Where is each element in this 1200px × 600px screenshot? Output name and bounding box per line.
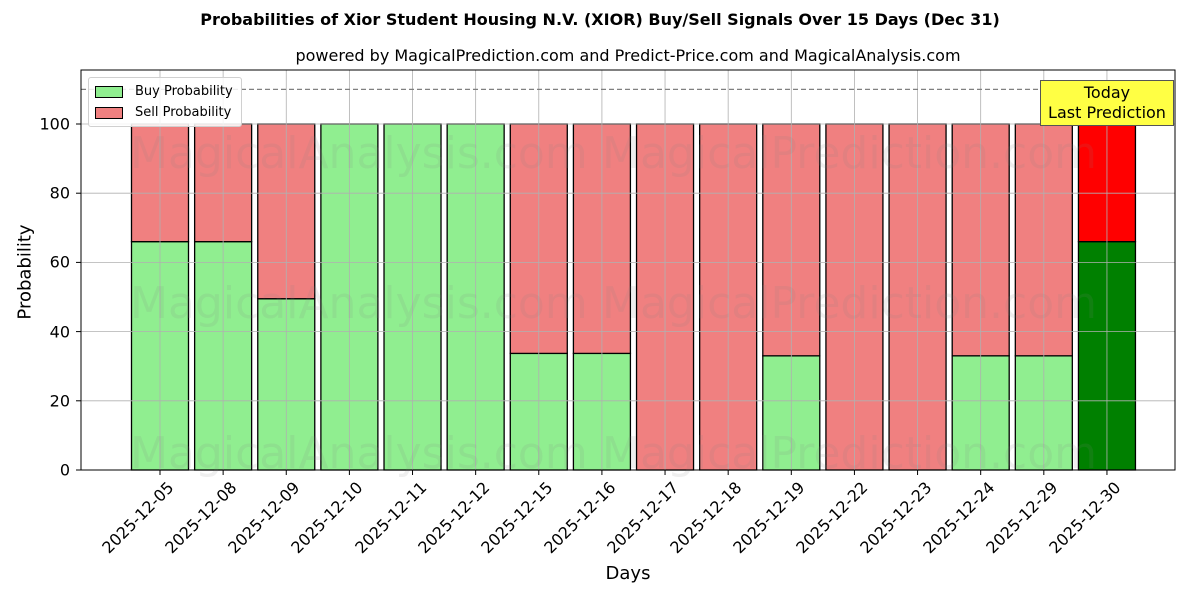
chart-title: Probabilities of Xior Student Housing N.… [200, 10, 1000, 29]
annotation-line-2: Last Prediction [1048, 103, 1166, 122]
y-tick-label: 0 [59, 460, 70, 480]
buy-swatch [95, 85, 123, 98]
watermark-text: MagicalPrediction.com [602, 128, 1097, 179]
legend-sell-label: Sell Probability [135, 105, 232, 120]
x-axis-label: Days [605, 563, 651, 584]
y-tick-label: 80 [49, 183, 70, 203]
legend-buy-label: Buy Probability [135, 84, 233, 99]
y-tick-label: 100 [39, 114, 70, 134]
watermark-text: MagicalAnalysis.com [130, 428, 588, 479]
legend-item-sell: Sell Probability [95, 102, 233, 123]
y-tick-label: 40 [49, 322, 70, 342]
watermark-text: MagicalAnalysis.com [130, 128, 588, 179]
y-tick-label: 20 [49, 391, 70, 411]
axes-frame [80, 69, 1176, 471]
watermark-text: MagicalPrediction.com [602, 428, 1097, 479]
chart-subtitle: powered by MagicalPrediction.com and Pre… [295, 46, 961, 65]
watermark-text: MagicalAnalysis.com [130, 278, 588, 329]
legend-item-buy: Buy Probability [95, 81, 233, 102]
watermark-text: MagicalPrediction.com [602, 278, 1097, 329]
y-tick-label: 60 [49, 252, 70, 272]
annotation-line-1: Today [1083, 83, 1131, 102]
sell-swatch [95, 106, 123, 119]
today-annotation: Today Last Prediction [1040, 80, 1174, 126]
legend: Buy Probability Sell Probability [88, 77, 242, 127]
y-axis-label: Probability [14, 224, 36, 320]
